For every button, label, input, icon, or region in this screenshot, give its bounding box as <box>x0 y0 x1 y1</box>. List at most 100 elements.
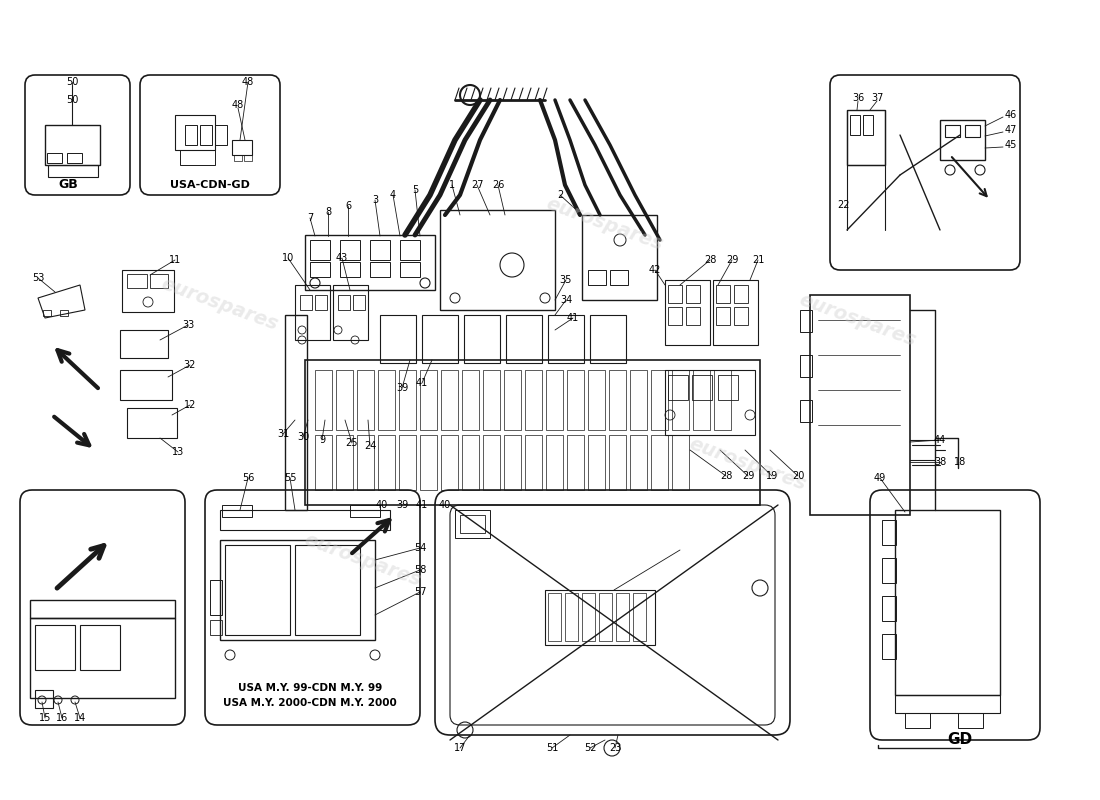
Text: 52: 52 <box>584 743 596 753</box>
Bar <box>350 505 380 517</box>
Bar <box>895 510 1000 695</box>
Bar <box>175 115 214 150</box>
Bar <box>666 370 755 435</box>
Bar <box>864 115 873 135</box>
Bar <box>180 150 214 165</box>
Bar <box>120 370 172 400</box>
Bar <box>600 593 612 641</box>
Text: 19: 19 <box>766 471 778 481</box>
Bar <box>30 600 175 618</box>
Bar <box>882 634 896 659</box>
Bar <box>210 580 222 615</box>
Bar <box>566 370 584 430</box>
Text: 41: 41 <box>416 500 428 510</box>
Bar <box>399 370 416 430</box>
Bar <box>336 435 353 490</box>
Bar <box>609 370 626 430</box>
Text: 51: 51 <box>546 743 558 753</box>
Bar <box>353 295 365 310</box>
Bar <box>668 375 688 400</box>
Bar <box>686 307 700 325</box>
Bar <box>693 370 710 430</box>
Bar <box>244 155 252 161</box>
Text: eurospares: eurospares <box>543 194 667 254</box>
Text: 7: 7 <box>307 213 314 223</box>
Bar <box>590 315 626 363</box>
Bar <box>506 315 542 363</box>
Text: USA M.Y. 2000-CDN M.Y. 2000: USA M.Y. 2000-CDN M.Y. 2000 <box>223 698 397 708</box>
Bar <box>378 435 395 490</box>
Bar <box>544 590 654 645</box>
Bar <box>370 240 390 260</box>
Text: 39: 39 <box>396 500 408 510</box>
Bar <box>340 262 360 277</box>
Text: eurospares: eurospares <box>301 530 425 590</box>
Bar <box>222 505 252 517</box>
Text: 40: 40 <box>439 500 451 510</box>
Bar <box>455 510 490 538</box>
Bar <box>632 593 646 641</box>
Bar <box>370 262 390 277</box>
Text: 26: 26 <box>492 180 504 190</box>
Bar <box>185 125 197 145</box>
Bar <box>548 315 584 363</box>
Text: 33: 33 <box>182 320 194 330</box>
Bar <box>399 435 416 490</box>
Bar <box>43 310 51 316</box>
Bar <box>716 307 730 325</box>
Bar <box>651 435 668 490</box>
Text: 3: 3 <box>372 195 378 205</box>
Text: 27: 27 <box>471 180 483 190</box>
Text: 10: 10 <box>282 253 294 263</box>
Bar <box>464 315 500 363</box>
Bar <box>882 520 896 545</box>
Text: 54: 54 <box>414 543 426 553</box>
Bar <box>588 270 606 285</box>
Text: 16: 16 <box>56 713 68 723</box>
Bar <box>714 370 732 430</box>
Bar <box>232 140 252 155</box>
Bar <box>850 115 860 135</box>
Text: 21: 21 <box>751 255 764 265</box>
Bar <box>668 285 682 303</box>
Text: 12: 12 <box>184 400 196 410</box>
Bar <box>400 262 420 277</box>
Bar <box>800 310 812 332</box>
Text: USA M.Y. 99-CDN M.Y. 99: USA M.Y. 99-CDN M.Y. 99 <box>238 683 382 693</box>
Bar <box>895 695 1000 713</box>
Bar <box>672 370 689 430</box>
Text: 18: 18 <box>954 457 966 467</box>
Bar <box>692 375 712 400</box>
Bar <box>882 596 896 621</box>
Text: 15: 15 <box>39 713 52 723</box>
Bar <box>810 295 910 515</box>
Bar <box>940 120 984 160</box>
Text: 28: 28 <box>719 471 733 481</box>
Text: eurospares: eurospares <box>158 274 282 334</box>
Text: 47: 47 <box>1005 125 1018 135</box>
Bar <box>882 558 896 583</box>
Text: eurospares: eurospares <box>686 434 810 494</box>
Bar <box>716 285 730 303</box>
Bar <box>420 435 437 490</box>
Bar <box>305 360 760 505</box>
Bar <box>460 515 485 533</box>
Text: 5: 5 <box>411 185 418 195</box>
Text: eurospares: eurospares <box>796 290 920 350</box>
Bar <box>210 620 222 635</box>
Bar <box>126 274 147 288</box>
Text: 6: 6 <box>345 201 351 211</box>
Text: 32: 32 <box>184 360 196 370</box>
Text: 46: 46 <box>1005 110 1018 120</box>
Bar <box>422 315 458 363</box>
Text: 44: 44 <box>934 435 946 445</box>
Text: 36: 36 <box>851 93 865 103</box>
Text: 55: 55 <box>284 473 296 483</box>
Text: 8: 8 <box>324 207 331 217</box>
Text: 45: 45 <box>1005 140 1018 150</box>
Bar <box>333 285 369 340</box>
Text: GD: GD <box>947 733 972 747</box>
Bar <box>378 370 395 430</box>
Text: 1: 1 <box>449 180 455 190</box>
Bar <box>220 540 375 640</box>
